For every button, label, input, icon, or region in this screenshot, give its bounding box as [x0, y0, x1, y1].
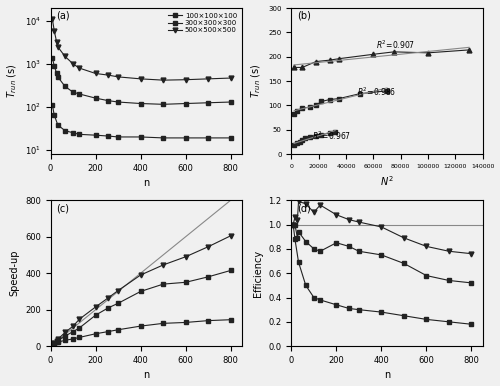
- 500×500×500: [205, 76, 211, 81]
- Text: (d): (d): [297, 203, 311, 213]
- 100×100×100: [182, 135, 188, 140]
- 300×300×300: [55, 74, 61, 79]
- Line: 100×100×100: 100×100×100: [50, 103, 233, 141]
- 500×500×500: [54, 40, 60, 44]
- Text: (c): (c): [56, 203, 70, 213]
- 500×500×500: [228, 76, 234, 80]
- Y-axis label: $T_{run}$ (s): $T_{run}$ (s): [6, 64, 19, 98]
- 300×300×300: [106, 98, 112, 103]
- Text: $R^2$=0.967: $R^2$=0.967: [312, 130, 351, 142]
- 300×300×300: [228, 100, 234, 104]
- 500×500×500: [51, 28, 57, 33]
- 500×500×500: [182, 77, 188, 82]
- 100×100×100: [55, 123, 61, 127]
- 300×300×300: [54, 71, 60, 76]
- 300×300×300: [51, 64, 57, 68]
- 300×300×300: [50, 55, 56, 60]
- Text: $R^2$=0.986: $R^2$=0.986: [357, 85, 397, 98]
- 100×100×100: [228, 135, 234, 140]
- 500×500×500: [70, 62, 76, 66]
- 300×300×300: [160, 102, 166, 107]
- 500×500×500: [55, 44, 61, 49]
- X-axis label: n: n: [143, 371, 150, 381]
- 100×100×100: [138, 135, 143, 139]
- 500×500×500: [160, 78, 166, 83]
- 100×100×100: [50, 103, 56, 107]
- 300×300×300: [138, 101, 143, 106]
- 500×500×500: [115, 74, 121, 79]
- Legend: 100×100×100, 300×300×300, 500×500×500: 100×100×100, 300×300×300, 500×500×500: [167, 12, 238, 34]
- Text: (b): (b): [297, 11, 311, 21]
- 500×500×500: [50, 17, 56, 22]
- Text: (a): (a): [56, 11, 70, 21]
- 300×300×300: [205, 100, 211, 105]
- Line: 500×500×500: 500×500×500: [50, 17, 233, 83]
- 300×300×300: [92, 96, 98, 100]
- 500×500×500: [106, 73, 112, 78]
- Y-axis label: Efficiency: Efficiency: [253, 250, 263, 297]
- 300×300×300: [76, 91, 82, 96]
- 300×300×300: [70, 90, 76, 95]
- Line: 300×300×300: 300×300×300: [50, 55, 233, 107]
- X-axis label: n: n: [384, 371, 390, 381]
- 500×500×500: [76, 66, 82, 70]
- 100×100×100: [106, 134, 112, 138]
- 300×300×300: [62, 84, 68, 89]
- 100×100×100: [92, 133, 98, 137]
- Text: $R^2$=0.907: $R^2$=0.907: [376, 39, 416, 51]
- 300×300×300: [182, 101, 188, 106]
- 300×300×300: [115, 100, 121, 104]
- 500×500×500: [62, 54, 68, 59]
- 500×500×500: [138, 76, 143, 81]
- 100×100×100: [51, 113, 57, 117]
- X-axis label: $N^2$: $N^2$: [380, 174, 394, 188]
- 100×100×100: [205, 135, 211, 140]
- Y-axis label: $T_{run}$ (s): $T_{run}$ (s): [249, 64, 262, 98]
- 100×100×100: [115, 135, 121, 139]
- 100×100×100: [70, 130, 76, 135]
- 100×100×100: [62, 129, 68, 133]
- 100×100×100: [160, 135, 166, 140]
- Y-axis label: Speed-up: Speed-up: [10, 250, 20, 296]
- 100×100×100: [76, 132, 82, 137]
- X-axis label: n: n: [143, 178, 150, 188]
- 500×500×500: [92, 71, 98, 76]
